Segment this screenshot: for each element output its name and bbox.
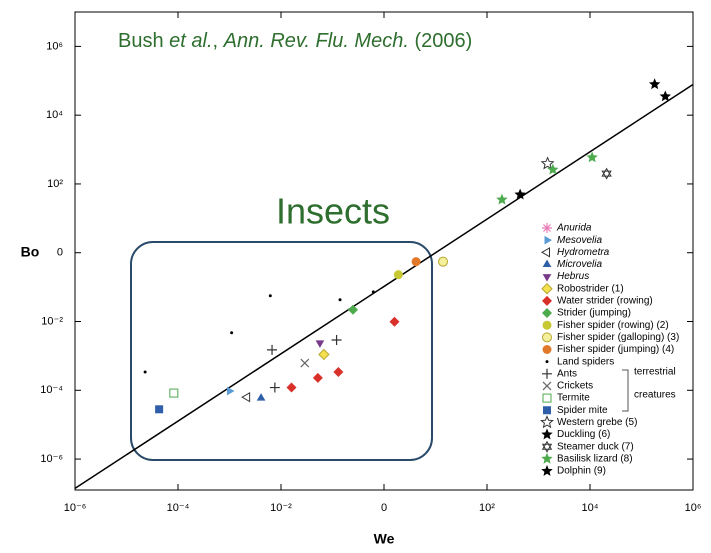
legend-label: Hebrus [557, 271, 589, 282]
citation-part: , [213, 30, 224, 52]
legend-label: Strider (jumping) [557, 308, 631, 319]
legend-marker [541, 465, 552, 476]
legend-label: Duckling (6) [557, 429, 610, 440]
insects-label: Insects [276, 191, 390, 232]
x-tick-label: 10⁻⁶ [64, 502, 87, 514]
legend-label: Dolphin (9) [557, 466, 606, 477]
y-tick-label: 10⁴ [46, 109, 63, 121]
legend-marker [543, 259, 552, 267]
legend-marker [543, 345, 552, 354]
legend-marker [542, 223, 552, 233]
marker [267, 345, 277, 355]
marker [301, 359, 309, 367]
legend-label: Land spiders [557, 356, 614, 367]
marker [287, 383, 297, 393]
x-tick-label: 10⁻⁴ [167, 502, 190, 514]
legend-marker [542, 284, 552, 294]
marker [269, 294, 272, 297]
marker [390, 317, 400, 327]
marker [412, 257, 421, 266]
legend-label: Ants [557, 368, 577, 379]
legend-label: Fisher spider (galloping) (3) [557, 332, 679, 343]
citation: Bush et al., Ann. Rev. Flu. Mech. (2006) [118, 30, 472, 52]
citation-part: Ann. Rev. Flu. Mech. [223, 30, 409, 52]
y-tick-label: 10⁻² [41, 315, 63, 327]
legend-marker [543, 442, 552, 452]
marker [313, 373, 323, 383]
y-tick-label: 10⁶ [46, 40, 63, 52]
marker [230, 331, 233, 334]
marker [316, 340, 325, 348]
legend-marker [541, 453, 552, 464]
legend-marker [546, 360, 549, 363]
marker [242, 393, 250, 402]
legend-label: Steamer duck (7) [557, 441, 634, 452]
marker [339, 298, 342, 301]
legend-marker [543, 333, 552, 342]
x-tick-label: 10⁶ [685, 502, 702, 514]
insects-box [131, 242, 432, 460]
x-tick-label: 10² [479, 502, 495, 514]
legend-marker [541, 416, 552, 427]
x-axis-title: We [374, 531, 395, 547]
marker [227, 387, 235, 396]
marker [270, 383, 280, 393]
legend-marker [543, 382, 551, 390]
citation-part: Bush [118, 30, 169, 52]
y-tick-label: 10² [47, 178, 63, 190]
x-tick-label: 0 [381, 502, 387, 514]
legend-note: creatures [634, 390, 676, 401]
marker [372, 290, 375, 293]
legend-label: Fisher spider (jumping) (4) [557, 344, 674, 355]
legend-label: Robostrider (1) [557, 283, 624, 294]
legend-label: Mesovelia [557, 235, 602, 246]
legend-marker [543, 321, 552, 330]
marker [332, 335, 342, 345]
y-tick-label: 10⁻⁶ [40, 453, 63, 465]
legend-label: Western grebe (5) [557, 417, 637, 428]
marker [439, 257, 448, 266]
marker [602, 169, 611, 179]
legend-marker [542, 369, 552, 379]
citation-part: et al. [169, 30, 212, 52]
x-tick-label: 10⁴ [582, 502, 599, 514]
marker [319, 349, 329, 359]
legend-marker [541, 429, 552, 440]
marker [257, 393, 266, 401]
legend-label: Crickets [557, 381, 593, 392]
legend-label: Spider mite [557, 405, 608, 416]
legend-marker [543, 406, 551, 414]
marker [394, 270, 403, 279]
x-tick-label: 10⁻² [270, 502, 292, 514]
legend-label: Basilisk lizard (8) [557, 453, 633, 464]
legend-marker [543, 274, 552, 282]
legend-label: Anurida [556, 223, 592, 234]
legend-label: Fisher spider (rowing) (2) [557, 320, 669, 331]
legend-marker [543, 394, 551, 402]
legend-marker [542, 308, 552, 318]
legend-marker [542, 248, 550, 257]
y-tick-label: 10⁻⁴ [40, 384, 63, 396]
marker [496, 194, 507, 205]
y-axis-title: Bo [21, 244, 40, 260]
legend-label: Water strider (rowing) [557, 296, 653, 307]
legend-note: terrestrial [634, 367, 676, 378]
marker [348, 305, 358, 315]
legend-label: Hydrometra [557, 247, 610, 258]
citation-part: (2006) [409, 30, 472, 52]
marker [170, 389, 178, 397]
marker [649, 78, 660, 89]
y-tick-label: 0 [57, 247, 63, 259]
legend-marker [542, 296, 552, 306]
legend-label: Termite [557, 393, 590, 404]
chart: Insects Bush et al., Ann. Rev. Flu. Mech… [0, 0, 711, 553]
marker [144, 371, 147, 374]
marker [155, 405, 163, 413]
legend-label: Microvelia [557, 259, 602, 270]
legend-marker [545, 236, 553, 245]
legend-bracket [622, 370, 628, 411]
marker [333, 367, 343, 377]
